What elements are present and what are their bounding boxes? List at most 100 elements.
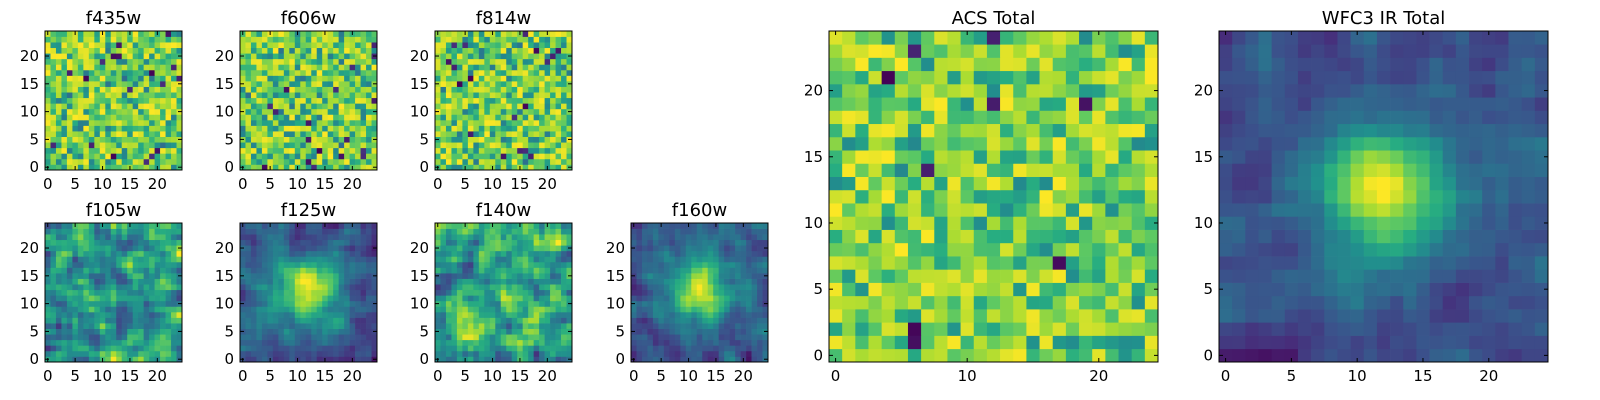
heatmap-cell	[729, 267, 736, 274]
heatmap-cell	[55, 69, 62, 76]
heatmap-cell	[154, 234, 161, 241]
heatmap-cell	[338, 108, 345, 115]
heatmap-cell	[88, 147, 95, 154]
heatmap-cell	[718, 328, 725, 335]
heatmap-cell	[121, 164, 128, 171]
heatmap-cell	[360, 334, 367, 341]
heatmap-cell	[240, 69, 246, 76]
heatmap-cell	[45, 239, 51, 246]
heatmap-cell	[154, 119, 161, 126]
heatmap-cell	[278, 267, 285, 274]
heatmap-cell	[484, 53, 491, 60]
heatmap-cell	[294, 81, 301, 87]
heatmap-cell	[473, 142, 480, 149]
heatmap-cell	[344, 311, 350, 318]
heatmap-cell	[311, 334, 318, 341]
heatmap-cell	[349, 278, 356, 285]
heatmap-cell	[105, 245, 112, 252]
heatmap-cell	[250, 42, 257, 49]
heatmap-cell	[658, 328, 665, 335]
heatmap-cell	[94, 278, 101, 285]
heatmap-cell	[88, 328, 95, 335]
heatmap-cell	[305, 131, 312, 137]
heatmap-cell	[327, 131, 334, 137]
y-tick-label: 15	[215, 267, 234, 285]
heatmap-cell	[1079, 269, 1093, 283]
heatmap-cell	[300, 245, 307, 252]
heatmap-cell	[921, 256, 935, 270]
heatmap-cell	[522, 86, 529, 93]
heatmap-cell	[371, 261, 378, 268]
heatmap-cell	[550, 339, 556, 346]
heatmap-cell	[973, 282, 988, 297]
heatmap-cell	[66, 147, 73, 154]
heatmap-cell	[566, 256, 573, 263]
heatmap-cell	[735, 350, 741, 357]
heatmap-cell	[544, 350, 551, 357]
heatmap-cell	[99, 250, 106, 257]
heatmap-cell	[484, 256, 491, 263]
heatmap-cell	[77, 81, 84, 87]
heatmap-cell	[154, 147, 161, 154]
heatmap-cell	[61, 323, 68, 329]
heatmap-cell	[344, 317, 350, 324]
heatmap-cell	[533, 284, 540, 291]
heatmap-cell	[829, 242, 843, 257]
heatmap-cell	[66, 239, 73, 246]
heatmap-cell	[757, 234, 763, 241]
heatmap-cell	[550, 228, 556, 235]
heatmap-cell	[360, 311, 367, 318]
heatmap-cell	[349, 108, 356, 115]
heatmap-cell	[94, 356, 101, 363]
heatmap-cell	[533, 103, 540, 110]
heatmap-cell	[1013, 256, 1027, 270]
heatmap-cell	[517, 328, 524, 335]
heatmap-cell	[1079, 216, 1093, 230]
heatmap-cell	[55, 114, 62, 121]
heatmap-cell	[484, 42, 491, 49]
heatmap-cell	[489, 245, 496, 252]
heatmap-cell	[371, 317, 378, 324]
heatmap-cell	[344, 334, 350, 341]
heatmap-cell	[495, 239, 502, 246]
heatmap-cell	[305, 306, 312, 313]
heatmap-cell	[116, 250, 123, 257]
heatmap-cell	[83, 323, 90, 329]
heatmap-cell	[77, 306, 84, 313]
heatmap-cell	[855, 203, 869, 217]
heatmap-cell	[289, 261, 296, 268]
heatmap-cell	[735, 228, 741, 235]
heatmap-cell	[316, 356, 323, 363]
heatmap-cell	[333, 273, 339, 279]
heatmap-cell	[544, 114, 551, 121]
heatmap-cell	[652, 356, 659, 363]
heatmap-cell	[636, 311, 643, 318]
heatmap-cell	[61, 311, 68, 318]
heatmap-cell	[305, 164, 312, 171]
heatmap-cell	[240, 250, 246, 257]
heatmap-cell	[45, 131, 51, 137]
heatmap-cell	[881, 256, 896, 270]
heatmap-cell	[105, 42, 112, 49]
heatmap-cell	[462, 267, 469, 274]
heatmap-cell	[674, 223, 681, 229]
heatmap-cell	[451, 69, 458, 76]
heatmap-cell	[555, 114, 562, 121]
heatmap-cell	[261, 58, 268, 65]
heatmap-cell	[986, 295, 1001, 310]
heatmap-cell	[685, 311, 692, 318]
heatmap-cell	[561, 114, 567, 121]
heatmap-cell	[366, 108, 372, 115]
heatmap-cell	[511, 356, 518, 363]
heatmap-cell	[88, 356, 95, 363]
heatmap-cell	[77, 261, 84, 268]
heatmap-cell	[462, 119, 469, 126]
heatmap-cell	[718, 300, 725, 307]
heatmap-cell	[77, 69, 84, 76]
heatmap-cell	[360, 295, 367, 302]
heatmap-cell	[478, 234, 485, 241]
heatmap-cell	[360, 153, 367, 160]
heatmap-cell	[165, 47, 172, 54]
heatmap-cell	[528, 356, 534, 363]
heatmap-cell	[116, 339, 123, 346]
